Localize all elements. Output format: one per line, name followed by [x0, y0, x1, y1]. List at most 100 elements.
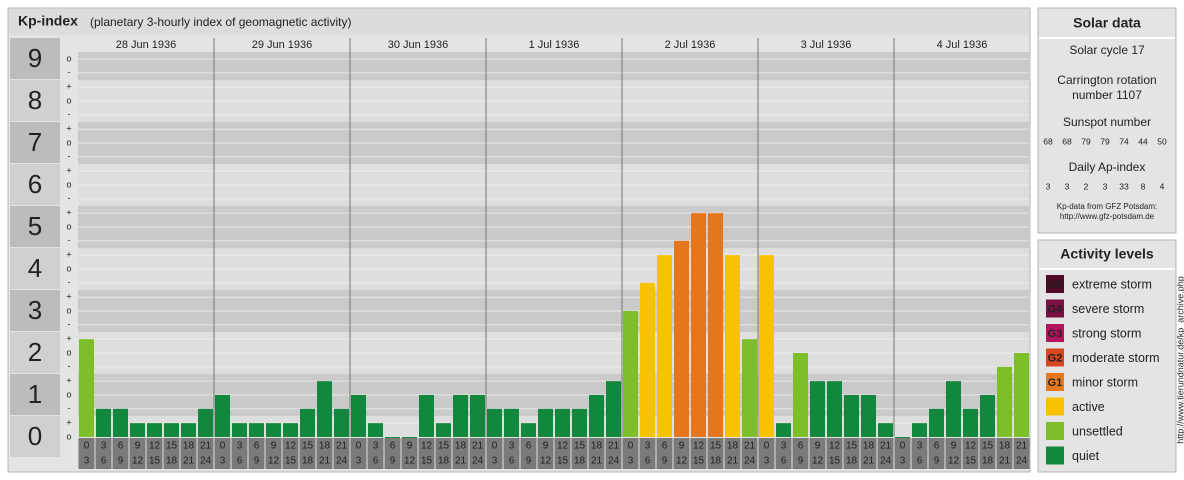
bar — [861, 395, 876, 437]
hour-to: 15 — [285, 456, 297, 467]
hour-from: 9 — [135, 441, 141, 452]
y-minor-label: o — [66, 221, 71, 231]
hour-box — [639, 438, 656, 469]
hour-box — [979, 438, 996, 469]
sunspot-value: 68 — [1062, 136, 1072, 146]
hour-box — [554, 438, 571, 469]
hour-to: 3 — [900, 456, 906, 467]
y-tick-label: 3 — [28, 295, 42, 325]
hour-box — [384, 438, 401, 469]
bar — [640, 282, 655, 437]
hour-from: 0 — [356, 441, 362, 452]
hour-box — [401, 438, 418, 469]
hour-to: 3 — [220, 456, 226, 467]
hour-from: 18 — [591, 441, 603, 452]
y-band-label — [10, 164, 60, 205]
hour-to: 24 — [1016, 456, 1028, 467]
hour-to: 15 — [149, 456, 161, 467]
y-minor-label: + — [66, 124, 71, 134]
hour-from: 6 — [390, 441, 396, 452]
hour-to: 21 — [999, 456, 1011, 467]
hour-from: 12 — [149, 441, 161, 452]
y-minor-label: + — [66, 334, 71, 344]
legend-label: extreme storm — [1072, 277, 1152, 291]
hour-from: 0 — [900, 441, 906, 452]
hour-box — [214, 438, 231, 469]
hour-to: 3 — [84, 456, 90, 467]
legend-badge: G1 — [1048, 377, 1063, 389]
hour-box — [316, 438, 333, 469]
ap-value: 8 — [1141, 181, 1146, 191]
hour-from: 0 — [220, 441, 226, 452]
bar — [215, 395, 230, 437]
bar — [487, 408, 502, 437]
day-label: 29 Jun 1936 — [252, 39, 313, 51]
bar — [912, 423, 927, 437]
carrington: number 1107 — [1072, 88, 1142, 102]
hour-to: 12 — [132, 456, 144, 467]
hour-from: 18 — [183, 441, 195, 452]
hour-box — [486, 438, 503, 469]
sunspot-value: 68 — [1043, 136, 1053, 146]
y-minor-label: o — [66, 347, 71, 357]
y-band-label — [10, 248, 60, 289]
hour-box — [673, 438, 690, 469]
hour-from: 9 — [407, 441, 413, 452]
activity-title: Activity levels — [1060, 246, 1154, 262]
hour-to: 21 — [727, 456, 739, 467]
y-minor-label: o — [66, 137, 71, 147]
day-label: 30 Jun 1936 — [388, 39, 449, 51]
bar — [946, 381, 961, 437]
hour-to: 21 — [455, 456, 467, 467]
hour-box — [350, 438, 367, 469]
source: http://www.gfz-potsdam.de — [1060, 212, 1155, 221]
hour-to: 18 — [302, 456, 314, 467]
hour-from: 3 — [781, 441, 787, 452]
y-band-label — [10, 290, 60, 331]
hour-to: 6 — [101, 456, 107, 467]
bar — [164, 423, 179, 437]
hour-from: 9 — [271, 441, 277, 452]
hour-box — [1013, 438, 1030, 469]
bar — [589, 395, 604, 437]
bar — [198, 408, 213, 437]
bar — [674, 240, 689, 437]
hour-box — [741, 438, 758, 469]
y-minor-label: o — [66, 263, 71, 273]
bar — [538, 408, 553, 437]
solar-title: Solar data — [1073, 15, 1141, 31]
hour-to: 24 — [880, 456, 892, 467]
hour-from: 21 — [608, 441, 620, 452]
day-row — [61, 38, 1029, 52]
bar — [708, 213, 723, 437]
hour-to: 9 — [526, 456, 532, 467]
hour-from: 18 — [727, 441, 739, 452]
legend-label: severe storm — [1072, 302, 1144, 316]
hour-box — [333, 438, 350, 469]
hour-box — [537, 438, 554, 469]
hour-box — [758, 438, 775, 469]
bar — [317, 381, 332, 437]
hour-to: 18 — [574, 456, 586, 467]
bar — [385, 437, 400, 438]
hour-from: 18 — [319, 441, 331, 452]
y-tick-label: 8 — [28, 85, 42, 115]
carrington: Carrington rotation — [1057, 73, 1156, 87]
bar — [776, 423, 791, 437]
hour-box — [945, 438, 962, 469]
y-tick-label: 2 — [28, 337, 42, 367]
y-minor-label: o — [66, 389, 71, 399]
legend-label: quiet — [1072, 449, 1100, 463]
bar — [504, 408, 519, 437]
hour-box — [435, 438, 452, 469]
y-minor-label: + — [66, 418, 71, 428]
ap-value: 3 — [1103, 181, 1108, 191]
hour-from: 6 — [526, 441, 532, 452]
hour-to: 12 — [540, 456, 552, 467]
y-minor-label: - — [68, 67, 71, 77]
sunspot-value: 50 — [1157, 136, 1167, 146]
hour-from: 6 — [254, 441, 260, 452]
hour-to: 18 — [846, 456, 858, 467]
hour-to: 21 — [591, 456, 603, 467]
hour-box — [928, 438, 945, 469]
